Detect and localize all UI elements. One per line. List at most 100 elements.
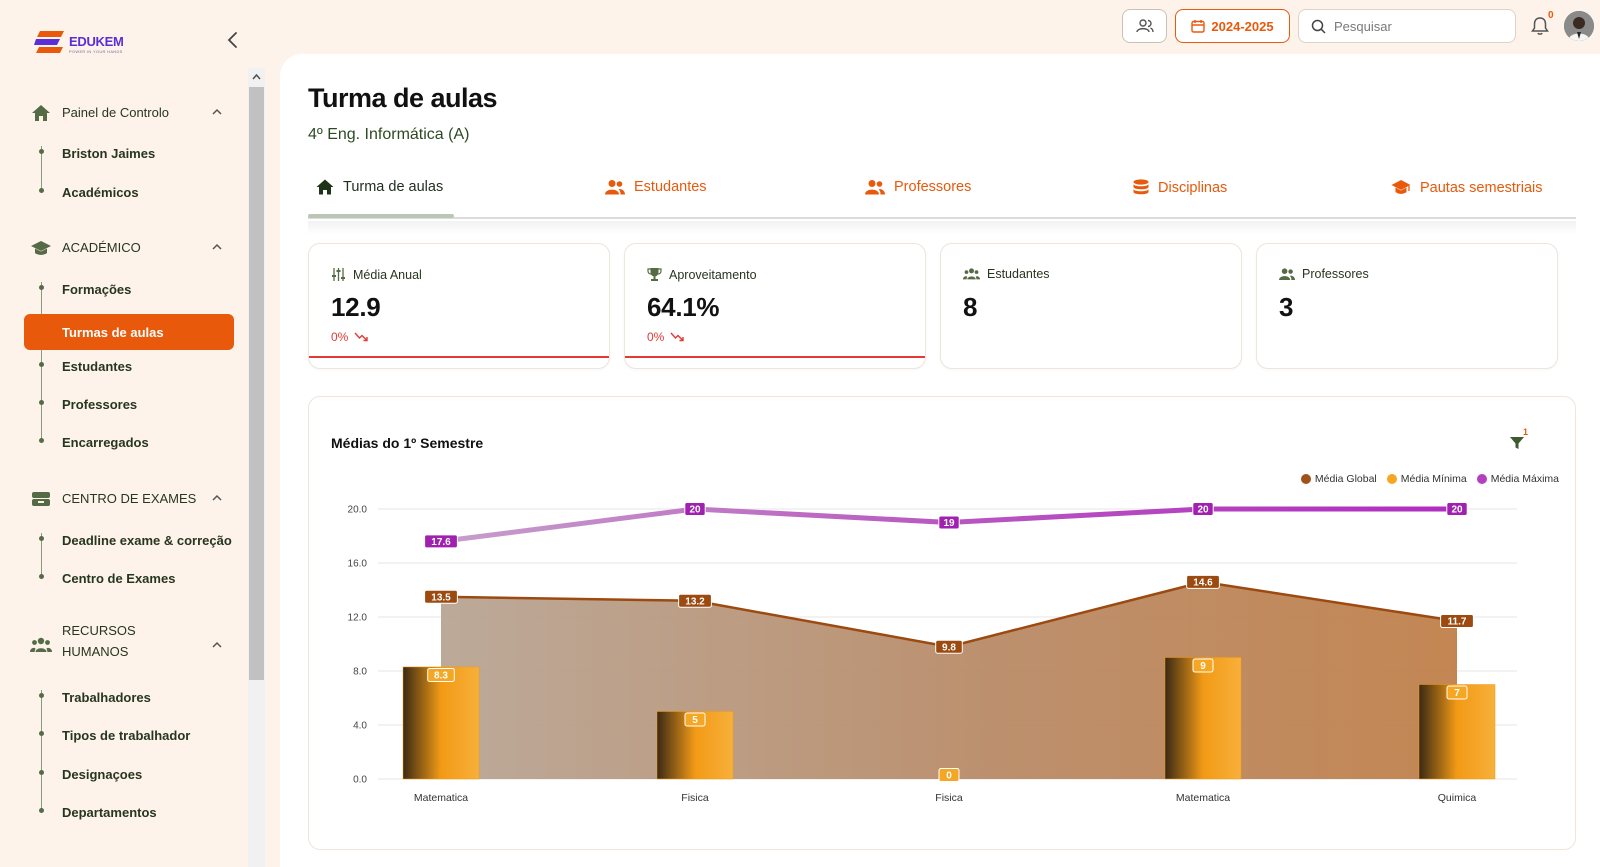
x-tick-label: Fisica (935, 792, 963, 804)
chevron-up-icon[interactable] (210, 240, 224, 254)
sidebar-item-trabalhadores[interactable]: Trabalhadores (62, 690, 151, 705)
tab-professores[interactable]: Professores (865, 179, 971, 195)
tab-label: Professores (894, 179, 972, 195)
data-label-media-global: 11.7 (1448, 617, 1467, 628)
legend-swatch (1386, 474, 1397, 484)
area-media-global (441, 581, 1457, 779)
tree-dot (39, 808, 44, 813)
y-tick-label: 20.0 (348, 505, 368, 516)
nav-section-label: Painel de Controlo (62, 105, 169, 120)
data-label-media-maxima: 19 (943, 518, 955, 529)
chevron-up-icon[interactable] (210, 491, 224, 505)
sidebar-item-designacoes[interactable]: Designaçoes (62, 767, 143, 782)
sidebar-item-tipos-de-trabalhador[interactable]: Tipos de trabalhador (62, 728, 191, 743)
tree-dot (39, 400, 44, 405)
data-label-media-minima-bg (938, 768, 960, 782)
stat-value: 3 (1279, 292, 1294, 322)
y-tick-label: 4.0 (353, 721, 367, 732)
sidebar-item-turmas-active[interactable] (24, 314, 234, 350)
tab-label: Disciplinas (1158, 180, 1228, 196)
nav-section-painel[interactable]: Painel de Controlo (30, 102, 169, 124)
search-bar[interactable] (1298, 9, 1516, 43)
nav-section-label-line2: HUMANOS (62, 644, 129, 659)
sidebar-item-professores[interactable]: Professores (62, 397, 138, 412)
sidebar-item-departamentos[interactable]: Departamentos (62, 805, 157, 820)
data-label-media-minima-bg (427, 667, 455, 682)
tree-dot (39, 770, 44, 775)
stat-value: 8 (963, 292, 978, 322)
nav-section-academico[interactable]: ACADÉMICO (30, 237, 141, 259)
chevron-up-icon[interactable] (210, 105, 224, 119)
nav-section-centro-exames[interactable]: CENTRO DE EXAMES (30, 488, 196, 510)
legend-item-media-global[interactable]: Média Global (1300, 473, 1377, 485)
notification-badge: 0 (1548, 10, 1554, 21)
filter-icon[interactable] (1509, 435, 1525, 451)
chart-card: Médias do 1º Semestre 1 Média Global Méd… (308, 396, 1576, 850)
y-tick-label: 12.0 (348, 613, 368, 624)
legend-item-media-maxima[interactable]: Média Máxima (1476, 473, 1559, 485)
legend-label: Média Mínima (1400, 473, 1467, 485)
sidebar-item-centro-de-exames[interactable]: Centro de Exames (62, 571, 176, 586)
legend-item-media-minima[interactable]: Média Mínima (1386, 473, 1467, 485)
data-label-media-global-bg (1440, 614, 1474, 629)
chart-legend: Média Global Média Mínima Média Máxima (1300, 473, 1559, 485)
chevron-left-icon (227, 32, 237, 48)
stat-underline (309, 356, 609, 358)
nav-section-label: ACADÉMICO (62, 240, 141, 255)
sidebar-item-academicos[interactable]: Académicos (62, 185, 139, 200)
y-tick-label: 0.0 (353, 775, 367, 786)
sidebar-item-encarregados[interactable]: Encarregados (62, 435, 149, 450)
sidebar-scroll-thumb[interactable] (249, 87, 264, 680)
sidebar-item-briston-jaimes[interactable]: Briston Jaimes (62, 146, 156, 161)
data-label-media-minima: 7 (1454, 688, 1460, 699)
academic-year-button[interactable]: 2024-2025 (1175, 9, 1290, 43)
page-subtitle: 4º Eng. Informática (A) (308, 126, 470, 143)
data-label-media-maxima-bg (684, 502, 706, 516)
logo-mark-icon (34, 31, 64, 53)
nav-section-recursos-humanos[interactable]: RECURSOS HUMANOS (30, 623, 136, 659)
data-label-media-maxima-bg (1192, 502, 1214, 516)
tab-turma-de-aulas[interactable]: Turma de aulas (316, 179, 443, 195)
active-tab-indicator (308, 214, 454, 218)
tab-label: Pautas semestriais (1420, 179, 1543, 196)
trend-down-icon (670, 332, 685, 342)
legend-swatch (1300, 474, 1311, 484)
sidebar-item-estudantes[interactable]: Estudantes (62, 359, 133, 374)
data-label-media-global-bg (1186, 574, 1220, 589)
sidebar-item-deadline-exame[interactable]: Deadline exame & correção (62, 533, 232, 548)
tree-line (41, 533, 42, 579)
search-input[interactable] (1334, 18, 1504, 34)
bell-icon[interactable] (1529, 15, 1551, 37)
brand-logo[interactable]: EDUKEM POWER IN YOUR HANDS (34, 28, 124, 58)
data-label-media-maxima-bg (424, 534, 458, 549)
trend-down-icon (354, 332, 369, 342)
tree-dot (39, 574, 44, 579)
collapse-sidebar-button[interactable] (224, 30, 242, 50)
data-label-media-minima-bg (684, 712, 706, 727)
tree-dot (39, 731, 44, 736)
graduation-cap-icon (30, 237, 52, 259)
tab-pautas-semestriais[interactable]: Pautas semestriais (1391, 179, 1543, 196)
bar-media-minima (1418, 684, 1496, 780)
sidebar-item-turmas-de-aulas[interactable]: Turmas de aulas (62, 325, 164, 340)
x-tick-label: Fisica (681, 792, 709, 804)
chevron-up-icon[interactable] (210, 638, 224, 652)
tab-disciplinas[interactable]: Disciplinas (1133, 179, 1227, 197)
data-label-media-global: 14.6 (1193, 578, 1213, 589)
avatar[interactable] (1564, 11, 1594, 41)
sidebar-item-formacoes[interactable]: Formações (62, 282, 132, 297)
tree-dot (39, 536, 44, 541)
stat-label: Média Anual (353, 267, 422, 282)
tab-estudantes[interactable]: Estudantes (605, 179, 707, 195)
tree-line (41, 146, 42, 192)
search-icon (1311, 19, 1326, 34)
users-switch-button[interactable] (1122, 9, 1167, 43)
data-label-media-maxima-bg (1446, 502, 1468, 516)
stat-trend: 0% (331, 330, 349, 344)
scroll-up-arrow[interactable] (248, 68, 265, 85)
tab-bar: Turma de aulas Estudantes Professores Di… (308, 169, 1576, 219)
stat-value: 12.9 (331, 292, 381, 322)
legend-label: Média Máxima (1490, 473, 1559, 485)
brand-tagline: POWER IN YOUR HANDS (69, 49, 123, 54)
data-label-media-minima-bg (1446, 685, 1468, 700)
